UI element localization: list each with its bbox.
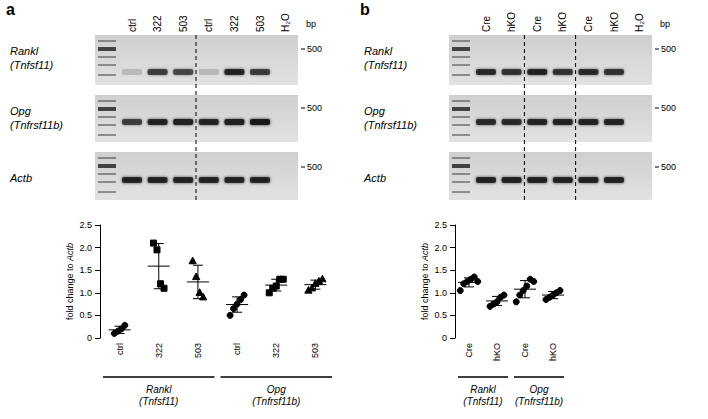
svg-text:Actb: Actb <box>363 172 386 184</box>
svg-text:Rankl: Rankl <box>146 384 172 395</box>
svg-text:H₂O: H₂O <box>634 13 645 32</box>
svg-text:Cre: Cre <box>481 15 492 32</box>
svg-text:Opg: Opg <box>10 105 32 117</box>
svg-text:ctrl: ctrl <box>232 343 242 355</box>
svg-text:500: 500 <box>307 162 322 172</box>
svg-text:Actb: Actb <box>65 243 75 262</box>
svg-text:322: 322 <box>229 15 240 32</box>
svg-text:Opg: Opg <box>267 384 286 395</box>
svg-text:Rankl: Rankl <box>10 45 39 57</box>
svg-text:Cre: Cre <box>583 15 594 32</box>
svg-text:Actb: Actb <box>9 172 32 184</box>
svg-text:322: 322 <box>152 15 163 32</box>
svg-text:hKO: hKO <box>557 12 568 32</box>
svg-text:500: 500 <box>661 162 676 172</box>
svg-text:hKO: hKO <box>492 343 502 361</box>
svg-text:(Tnfrsf11b): (Tnfrsf11b) <box>515 396 563 407</box>
svg-text:322: 322 <box>271 343 281 358</box>
svg-text:Actb: Actb <box>420 243 430 262</box>
svg-text:2.5: 2.5 <box>434 220 447 230</box>
svg-text:(Tnfsf11): (Tnfsf11) <box>139 396 178 407</box>
svg-text:0: 0 <box>87 333 92 343</box>
svg-text:(Tnfrsf11b): (Tnfrsf11b) <box>10 119 63 131</box>
svg-text:2.0: 2.0 <box>434 243 447 253</box>
svg-text:bp: bp <box>660 19 670 29</box>
svg-text:(Tnfrsf11b): (Tnfrsf11b) <box>364 119 417 131</box>
svg-text:500: 500 <box>307 103 322 113</box>
svg-text:hKO: hKO <box>548 343 558 361</box>
svg-text:1.0: 1.0 <box>434 288 447 298</box>
svg-text:503: 503 <box>178 15 189 32</box>
svg-text:ctrl: ctrl <box>115 343 125 355</box>
svg-text:Rankl: Rankl <box>470 384 496 395</box>
svg-text:0.5: 0.5 <box>434 310 447 320</box>
svg-text:322: 322 <box>154 343 164 358</box>
svg-text:hKO: hKO <box>609 12 620 32</box>
svg-text:b: b <box>360 1 370 18</box>
svg-text:1.5: 1.5 <box>434 265 447 275</box>
svg-text:503: 503 <box>255 15 266 32</box>
svg-text:hKO: hKO <box>506 12 517 32</box>
svg-text:503: 503 <box>310 343 320 358</box>
svg-text:Cre: Cre <box>464 343 474 358</box>
svg-text:(Tnfrsf11b): (Tnfrsf11b) <box>252 396 300 407</box>
svg-text:500: 500 <box>307 44 322 54</box>
svg-text:(Tnfsf11): (Tnfsf11) <box>364 59 408 71</box>
svg-text:2.5: 2.5 <box>79 220 92 230</box>
svg-text:ctrl: ctrl <box>203 19 214 32</box>
svg-text:Opg: Opg <box>530 384 549 395</box>
svg-text:a: a <box>6 1 15 18</box>
svg-text:(Tnfsf11): (Tnfsf11) <box>463 396 502 407</box>
svg-text:fold change to: fold change to <box>65 261 75 320</box>
svg-text:(Tnfsf11): (Tnfsf11) <box>10 59 54 71</box>
svg-text:Cre: Cre <box>532 15 543 32</box>
svg-text:H₂O: H₂O <box>280 13 291 32</box>
svg-text:Rankl: Rankl <box>364 45 393 57</box>
svg-text:fold change to: fold change to <box>420 261 430 320</box>
svg-text:0: 0 <box>442 333 447 343</box>
svg-text:500: 500 <box>661 103 676 113</box>
svg-text:1.0: 1.0 <box>79 288 92 298</box>
svg-text:500: 500 <box>661 44 676 54</box>
svg-text:ctrl: ctrl <box>127 19 138 32</box>
svg-text:2.0: 2.0 <box>79 243 92 253</box>
svg-text:1.5: 1.5 <box>79 265 92 275</box>
svg-text:Opg: Opg <box>364 105 386 117</box>
svg-text:0.5: 0.5 <box>79 310 92 320</box>
svg-text:bp: bp <box>306 19 316 29</box>
svg-text:Cre: Cre <box>520 343 530 358</box>
svg-text:503: 503 <box>193 343 203 358</box>
